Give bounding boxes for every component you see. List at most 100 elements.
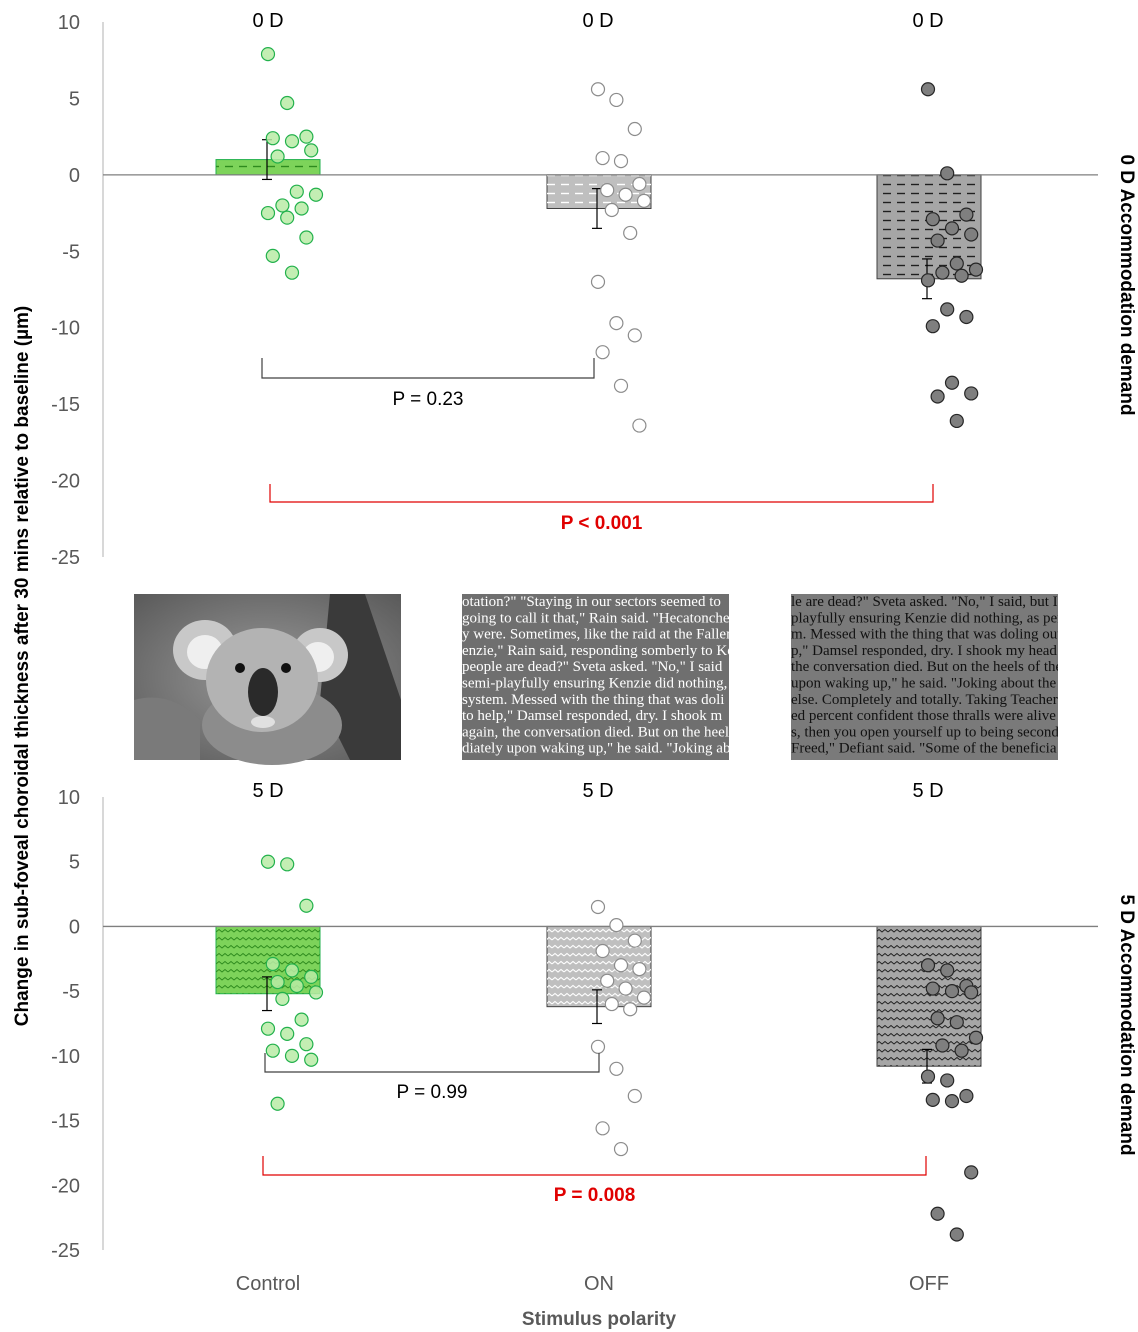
- data-point-control: [260, 854, 276, 869]
- stimulus-text-line: p," Damsel responded, dry. I shook my he…: [791, 643, 1057, 659]
- comparison-bracket-2: [269, 484, 934, 503]
- comparison-bracket-1: [261, 358, 595, 379]
- data-point-on: [618, 981, 633, 996]
- data-point-on: [600, 973, 615, 988]
- data-point-off: [925, 1092, 940, 1107]
- y-tick-label: -10: [51, 318, 80, 340]
- data-point-off: [940, 166, 955, 181]
- stimulus-text-line: people are dead?" Sveta asked. "No," I s…: [462, 659, 723, 675]
- stimulus-text-line: going to call it that," Rain said. "Heca…: [462, 610, 730, 626]
- stimulus-text-line: y were. Sometimes, like the raid at the …: [462, 627, 734, 643]
- data-point-on: [636, 193, 652, 208]
- data-point-off: [940, 302, 955, 317]
- data-point-control: [275, 991, 290, 1007]
- data-point-off: [930, 1206, 945, 1221]
- data-point-on: [618, 187, 633, 202]
- data-point-control: [294, 1012, 309, 1027]
- data-point-on: [609, 1061, 624, 1076]
- comparison-bracket-2: [262, 1156, 927, 1176]
- bar-pattern-off: [877, 174, 981, 279]
- data-point-control: [284, 134, 300, 149]
- stimulus-text-line: semi-playfully ensuring Kenzie did nothi…: [462, 676, 727, 692]
- y-tick-label: -15: [51, 1111, 80, 1133]
- data-point-off: [920, 1069, 936, 1084]
- data-point-off: [964, 985, 979, 1000]
- stimulus-text-line: playfully ensuring Kenzie did nothing, a…: [791, 610, 1062, 626]
- data-point-control: [260, 205, 276, 221]
- data-point-control: [260, 1021, 276, 1036]
- data-point-off: [930, 389, 945, 404]
- data-point-on: [627, 933, 642, 948]
- data-point-control: [284, 1048, 300, 1063]
- data-point-off: [964, 386, 979, 401]
- data-point-on: [595, 345, 610, 360]
- data-point-off: [920, 273, 936, 288]
- data-point-control: [299, 129, 314, 144]
- data-point-off: [940, 963, 955, 978]
- y-tick-label: -5: [62, 981, 80, 1003]
- data-point-off: [964, 1165, 979, 1180]
- data-point-on: [627, 1088, 642, 1104]
- data-point-on: [590, 899, 606, 915]
- data-point-on: [632, 176, 647, 192]
- data-point-control: [260, 46, 276, 62]
- x-category-control: Control: [236, 1273, 300, 1295]
- data-point-off: [949, 1227, 964, 1242]
- data-point-control: [308, 187, 324, 202]
- data-point-on: [623, 225, 638, 241]
- data-point-control: [280, 210, 295, 225]
- data-point-control: [280, 1026, 295, 1041]
- y-tick-label: -25: [51, 547, 80, 569]
- y-tick-label: 0: [69, 165, 80, 187]
- stimulus-text-line: Freed," Defiant said. "Some of the benef…: [791, 741, 1057, 757]
- data-point-control: [265, 956, 280, 972]
- p-value-label-2: P = 0.008: [554, 1185, 636, 1206]
- y-axis-title: Change in sub-foveal choroidal thickness…: [12, 306, 33, 1026]
- data-point-on: [613, 1141, 629, 1157]
- bar-pattern-control: [216, 159, 320, 175]
- data-point-control: [265, 131, 280, 146]
- x-category-off: OFF: [909, 1273, 949, 1295]
- data-point-control: [289, 184, 304, 199]
- side-label-0d: 0 D Accommodation demand: [1116, 154, 1137, 415]
- data-point-control: [275, 198, 290, 213]
- y-tick-label: -10: [51, 1046, 80, 1068]
- stimulus-image-on-text: otation?" "Staying in our sectors seemed…: [462, 594, 734, 760]
- data-point-on: [623, 1002, 638, 1017]
- data-point-off: [968, 1030, 984, 1045]
- bar-pattern-off: [877, 926, 981, 1067]
- data-point-off: [954, 1043, 969, 1058]
- y-tick-label: 5: [69, 88, 80, 110]
- stimulus-text-line: again, the conversation died. But on the…: [462, 724, 729, 740]
- data-point-control: [294, 201, 309, 216]
- stimulus-text-line: le are dead?" Sveta asked. "No," I said,…: [791, 594, 1058, 610]
- data-point-control: [284, 265, 300, 280]
- data-point-off: [925, 319, 940, 334]
- demand-label-on: 5 D: [582, 780, 613, 802]
- data-point-on: [590, 274, 606, 289]
- stimulus-text-line: ed percent confident those thralls were …: [791, 708, 1056, 724]
- data-point-control: [270, 1096, 285, 1111]
- data-point-off: [949, 1015, 964, 1030]
- y-tick-label: -20: [51, 1175, 80, 1197]
- y-tick-label: 5: [69, 852, 80, 874]
- data-point-on: [613, 378, 629, 393]
- data-point-on: [609, 92, 624, 108]
- y-tick-label: 10: [58, 12, 80, 34]
- demand-label-off: 0 D: [912, 10, 943, 32]
- data-point-on: [604, 996, 619, 1012]
- stimulus-text-line: to help," Damsel responded, dry. I shook…: [462, 708, 722, 724]
- y-tick-label: 0: [69, 916, 80, 938]
- y-tick-label: -15: [51, 394, 80, 416]
- stimulus-image-off-text: le are dead?" Sveta asked. "No," I said,…: [791, 594, 1066, 760]
- data-point-on: [604, 202, 619, 218]
- data-point-off: [925, 212, 940, 227]
- data-point-off: [940, 1073, 955, 1088]
- data-point-on: [627, 328, 642, 343]
- demand-label-control: 0 D: [252, 10, 283, 32]
- stimulus-image-koala: [134, 594, 401, 765]
- stimulus-text-line: s, then you open yourself up to being se…: [791, 724, 1059, 740]
- data-point-control: [270, 974, 285, 990]
- stimulus-text-line: else. Completely and totally. Taking Tea…: [791, 692, 1066, 708]
